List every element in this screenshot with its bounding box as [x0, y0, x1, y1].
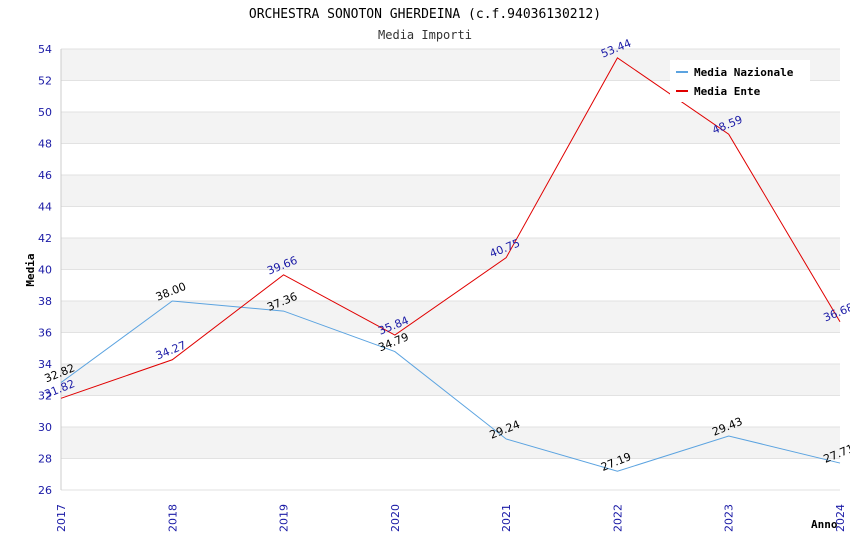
y-tick-label: 48 [38, 138, 52, 151]
x-tick-label: 2021 [500, 504, 513, 532]
legend: Media Nazionale Media Ente [670, 60, 810, 102]
y-axis-label: Media [24, 253, 37, 286]
series-lines [60, 57, 841, 472]
legend-background [670, 60, 810, 102]
x-tick-label: 2022 [611, 504, 624, 532]
y-tick-label: 28 [38, 453, 52, 466]
grid-band [61, 364, 840, 396]
y-tick-label: 42 [38, 232, 52, 245]
chart-title: ORCHESTRA SONOTON GHERDEINA (c.f.9403613… [249, 7, 601, 22]
x-tick-label: 2023 [723, 504, 736, 532]
grid-band [61, 301, 840, 333]
chart-subtitle: Media Importi [378, 28, 472, 42]
y-tick-label: 38 [38, 295, 52, 308]
data-label: 34.27 [154, 339, 188, 363]
series-line-media-nazionale [60, 300, 841, 472]
y-tick-label: 40 [38, 264, 52, 277]
legend-label: Media Nazionale [694, 66, 794, 79]
data-label: 38.00 [154, 280, 188, 304]
x-tick-label: 2024 [834, 504, 847, 532]
x-tick-label: 2017 [55, 504, 68, 532]
x-tick-label: 2020 [389, 504, 402, 532]
grid-band [61, 427, 840, 459]
grid-band [61, 112, 840, 144]
y-tick-label: 46 [38, 169, 52, 182]
y-tick-label: 52 [38, 75, 52, 88]
y-tick-label: 26 [38, 484, 52, 497]
legend-label: Media Ente [694, 85, 761, 98]
series-line-media-ente [60, 57, 841, 399]
y-tick-label: 50 [38, 106, 52, 119]
x-tick-label: 2019 [278, 504, 291, 532]
x-tick-label: 2018 [166, 504, 179, 532]
y-tick-label: 34 [38, 358, 52, 371]
y-tick-label: 30 [38, 421, 52, 434]
y-tick-label: 44 [38, 201, 52, 214]
grid-bands [61, 49, 840, 459]
grid-band [61, 175, 840, 207]
x-axis-label: Anno [811, 518, 838, 531]
x-tick-labels: 2017 2018 2019 2020 2021 2022 2023 2024 [55, 504, 847, 532]
y-tick-label: 54 [38, 43, 52, 56]
y-tick-labels: 26 28 30 32 34 36 38 40 42 44 46 48 50 52 54 [38, 43, 52, 497]
grid-band [61, 238, 840, 270]
y-tick-label: 32 [38, 390, 52, 403]
y-tick-label: 36 [38, 327, 52, 340]
